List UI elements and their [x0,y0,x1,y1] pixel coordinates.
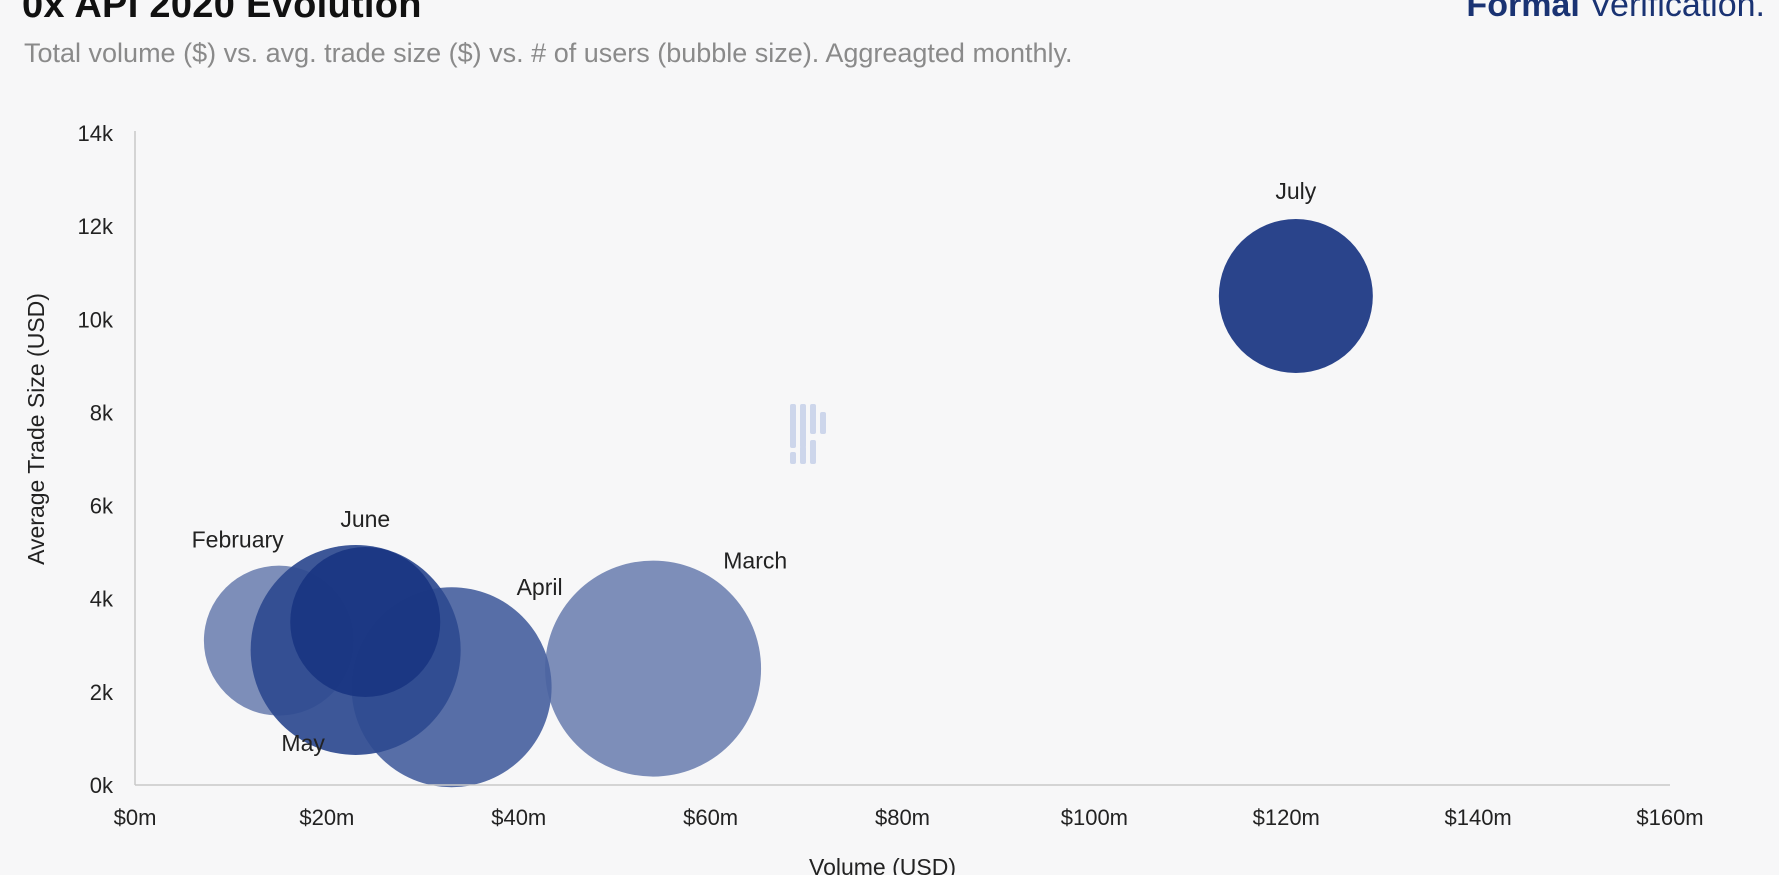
y-tick-label: 0k [90,773,114,798]
point-labels-layer: February March April May June July [192,178,1317,756]
y-tick-label: 8k [90,400,114,425]
x-tick-label: $160m [1636,805,1703,830]
chart-title: 0x API 2020 Evolution [22,0,422,26]
y-tick-label: 4k [90,587,114,612]
x-tick-label: $20m [299,805,354,830]
point-label-march: March [723,548,787,574]
chart-subtitle: Total volume ($) vs. avg. trade size ($)… [24,38,1073,68]
y-tick-label: 14k [78,121,114,146]
bubbles-layer [203,219,1373,788]
x-tick-label: $60m [683,805,738,830]
brand-name-bold: Formal [1466,0,1580,24]
point-label-may: May [281,730,325,756]
point-label-april: April [517,574,563,600]
point-label-february: February [192,527,285,553]
point-label-july: July [1275,178,1316,204]
axes-layer: 0k 2k 4k 6k 8k 10k 12k 14k $0m $20m $40m $60m $80m $1… [23,121,1704,875]
y-tick-label: 10k [78,307,114,332]
point-label-june: June [340,506,390,532]
bubble-july [1218,219,1373,373]
brand-logo: Formal Verification. [1466,0,1765,25]
x-tick-label: $100m [1061,805,1128,830]
y-axis-title: Average Trade Size (USD) [23,293,49,565]
bubble-june [290,547,441,697]
x-tick-label: $40m [491,805,546,830]
x-tick-label: $140m [1444,805,1511,830]
x-tick-label: $80m [875,805,930,830]
bubble-march [545,560,762,777]
x-tick-label: $120m [1253,805,1320,830]
y-tick-label: 12k [78,214,114,239]
blockbeats-watermark [790,404,826,464]
x-axis-title: Volume (USD) [809,854,956,875]
x-tick-label: $0m [114,805,157,830]
y-tick-label: 6k [90,494,114,519]
brand-name-light: Verification. [1589,0,1765,24]
y-tick-label: 2k [90,680,114,705]
